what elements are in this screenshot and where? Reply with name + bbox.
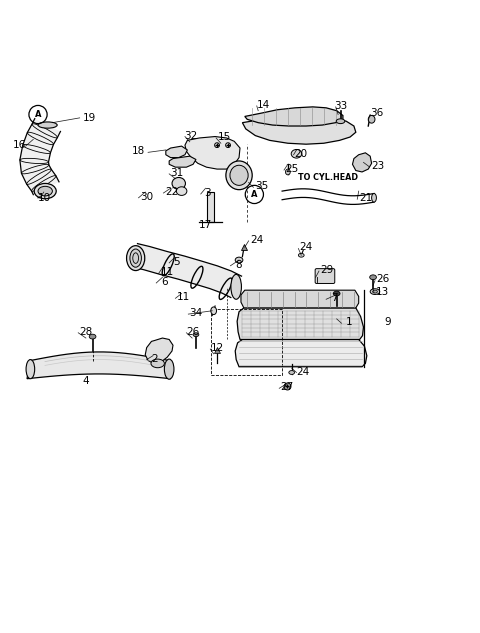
Text: 26: 26 [376, 274, 389, 284]
Ellipse shape [38, 122, 57, 128]
Text: 3: 3 [204, 188, 211, 198]
Text: 24: 24 [297, 367, 310, 377]
Text: 27: 27 [280, 382, 294, 392]
Text: 30: 30 [140, 192, 153, 202]
Ellipse shape [226, 161, 252, 190]
Polygon shape [27, 352, 170, 379]
Text: 35: 35 [255, 181, 268, 191]
FancyBboxPatch shape [315, 268, 335, 284]
Text: TO CYL.HEAD: TO CYL.HEAD [299, 173, 359, 182]
Text: 28: 28 [79, 327, 93, 337]
Text: 2: 2 [152, 354, 158, 363]
Text: A: A [35, 110, 41, 119]
Text: 32: 32 [184, 130, 198, 141]
Ellipse shape [89, 334, 96, 339]
Text: 12: 12 [210, 342, 224, 353]
Text: 24: 24 [300, 242, 312, 252]
Ellipse shape [372, 290, 377, 293]
Polygon shape [207, 192, 214, 222]
Text: 13: 13 [376, 287, 389, 297]
Ellipse shape [291, 149, 302, 158]
Text: 14: 14 [256, 100, 270, 110]
Text: 21: 21 [359, 193, 372, 203]
Text: 16: 16 [13, 140, 26, 150]
Ellipse shape [370, 275, 376, 280]
Text: 11: 11 [161, 268, 174, 277]
Ellipse shape [34, 184, 56, 199]
Text: 10: 10 [38, 193, 51, 203]
Text: 1: 1 [346, 317, 352, 327]
Ellipse shape [231, 274, 241, 299]
Ellipse shape [372, 194, 376, 202]
Text: A: A [251, 190, 258, 199]
Ellipse shape [127, 246, 145, 270]
Ellipse shape [226, 143, 230, 147]
Polygon shape [132, 244, 241, 298]
Text: 22: 22 [166, 187, 179, 197]
Text: 7: 7 [332, 293, 338, 303]
Polygon shape [235, 339, 367, 367]
Ellipse shape [333, 291, 340, 296]
Ellipse shape [130, 249, 142, 267]
Text: 4: 4 [83, 376, 89, 386]
Text: 26: 26 [186, 327, 200, 337]
Ellipse shape [286, 169, 290, 175]
Text: 11: 11 [177, 292, 190, 303]
Ellipse shape [211, 307, 216, 315]
Ellipse shape [299, 253, 304, 257]
Text: 17: 17 [199, 220, 212, 230]
Polygon shape [237, 308, 363, 339]
Ellipse shape [230, 165, 248, 185]
Polygon shape [166, 146, 187, 158]
Text: 24: 24 [250, 235, 264, 245]
Text: 36: 36 [370, 108, 383, 118]
Text: 33: 33 [334, 101, 347, 111]
Ellipse shape [172, 177, 185, 189]
Text: 6: 6 [161, 277, 168, 287]
Text: 15: 15 [218, 132, 231, 142]
Text: 34: 34 [189, 308, 203, 318]
Text: 20: 20 [295, 149, 308, 159]
Polygon shape [245, 107, 343, 126]
Polygon shape [169, 156, 196, 167]
Text: 31: 31 [170, 168, 183, 178]
Polygon shape [20, 118, 60, 195]
Text: 19: 19 [83, 113, 96, 123]
Ellipse shape [26, 360, 35, 379]
Text: 25: 25 [285, 164, 298, 174]
Text: 8: 8 [236, 260, 242, 270]
Polygon shape [185, 137, 240, 169]
Text: 29: 29 [321, 265, 334, 275]
Ellipse shape [215, 143, 219, 147]
Polygon shape [241, 290, 359, 308]
Ellipse shape [289, 370, 295, 374]
Ellipse shape [193, 333, 199, 337]
Ellipse shape [151, 359, 164, 368]
Polygon shape [242, 116, 356, 144]
Bar [211, 309, 282, 375]
Polygon shape [352, 153, 372, 172]
Text: 23: 23 [371, 161, 384, 171]
Ellipse shape [235, 257, 243, 263]
Ellipse shape [370, 289, 380, 294]
Text: 9: 9 [384, 317, 391, 327]
Text: 5: 5 [173, 257, 180, 267]
Ellipse shape [176, 187, 187, 196]
Polygon shape [145, 338, 173, 363]
Ellipse shape [164, 359, 174, 379]
Ellipse shape [38, 186, 52, 196]
Text: 18: 18 [132, 146, 145, 156]
Ellipse shape [368, 115, 375, 123]
Ellipse shape [336, 119, 345, 123]
